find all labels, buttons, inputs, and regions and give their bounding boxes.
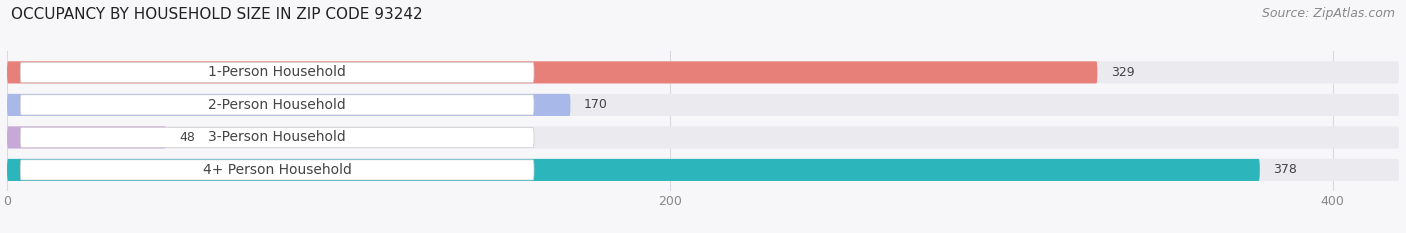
FancyBboxPatch shape <box>7 159 1399 181</box>
Text: 3-Person Household: 3-Person Household <box>208 130 346 144</box>
Text: 2-Person Household: 2-Person Household <box>208 98 346 112</box>
FancyBboxPatch shape <box>20 95 534 115</box>
FancyBboxPatch shape <box>7 94 1399 116</box>
Text: 170: 170 <box>583 98 607 111</box>
FancyBboxPatch shape <box>7 61 1399 83</box>
Text: Source: ZipAtlas.com: Source: ZipAtlas.com <box>1261 7 1395 20</box>
FancyBboxPatch shape <box>7 126 166 148</box>
FancyBboxPatch shape <box>7 61 1098 83</box>
Text: 378: 378 <box>1272 163 1296 176</box>
Text: OCCUPANCY BY HOUSEHOLD SIZE IN ZIP CODE 93242: OCCUPANCY BY HOUSEHOLD SIZE IN ZIP CODE … <box>11 7 423 22</box>
FancyBboxPatch shape <box>20 127 534 147</box>
Text: 48: 48 <box>180 131 195 144</box>
FancyBboxPatch shape <box>20 62 534 82</box>
Text: 4+ Person Household: 4+ Person Household <box>202 163 352 177</box>
FancyBboxPatch shape <box>7 159 1260 181</box>
FancyBboxPatch shape <box>20 160 534 180</box>
FancyBboxPatch shape <box>7 94 571 116</box>
Text: 1-Person Household: 1-Person Household <box>208 65 346 79</box>
Text: 329: 329 <box>1111 66 1135 79</box>
FancyBboxPatch shape <box>7 126 1399 148</box>
